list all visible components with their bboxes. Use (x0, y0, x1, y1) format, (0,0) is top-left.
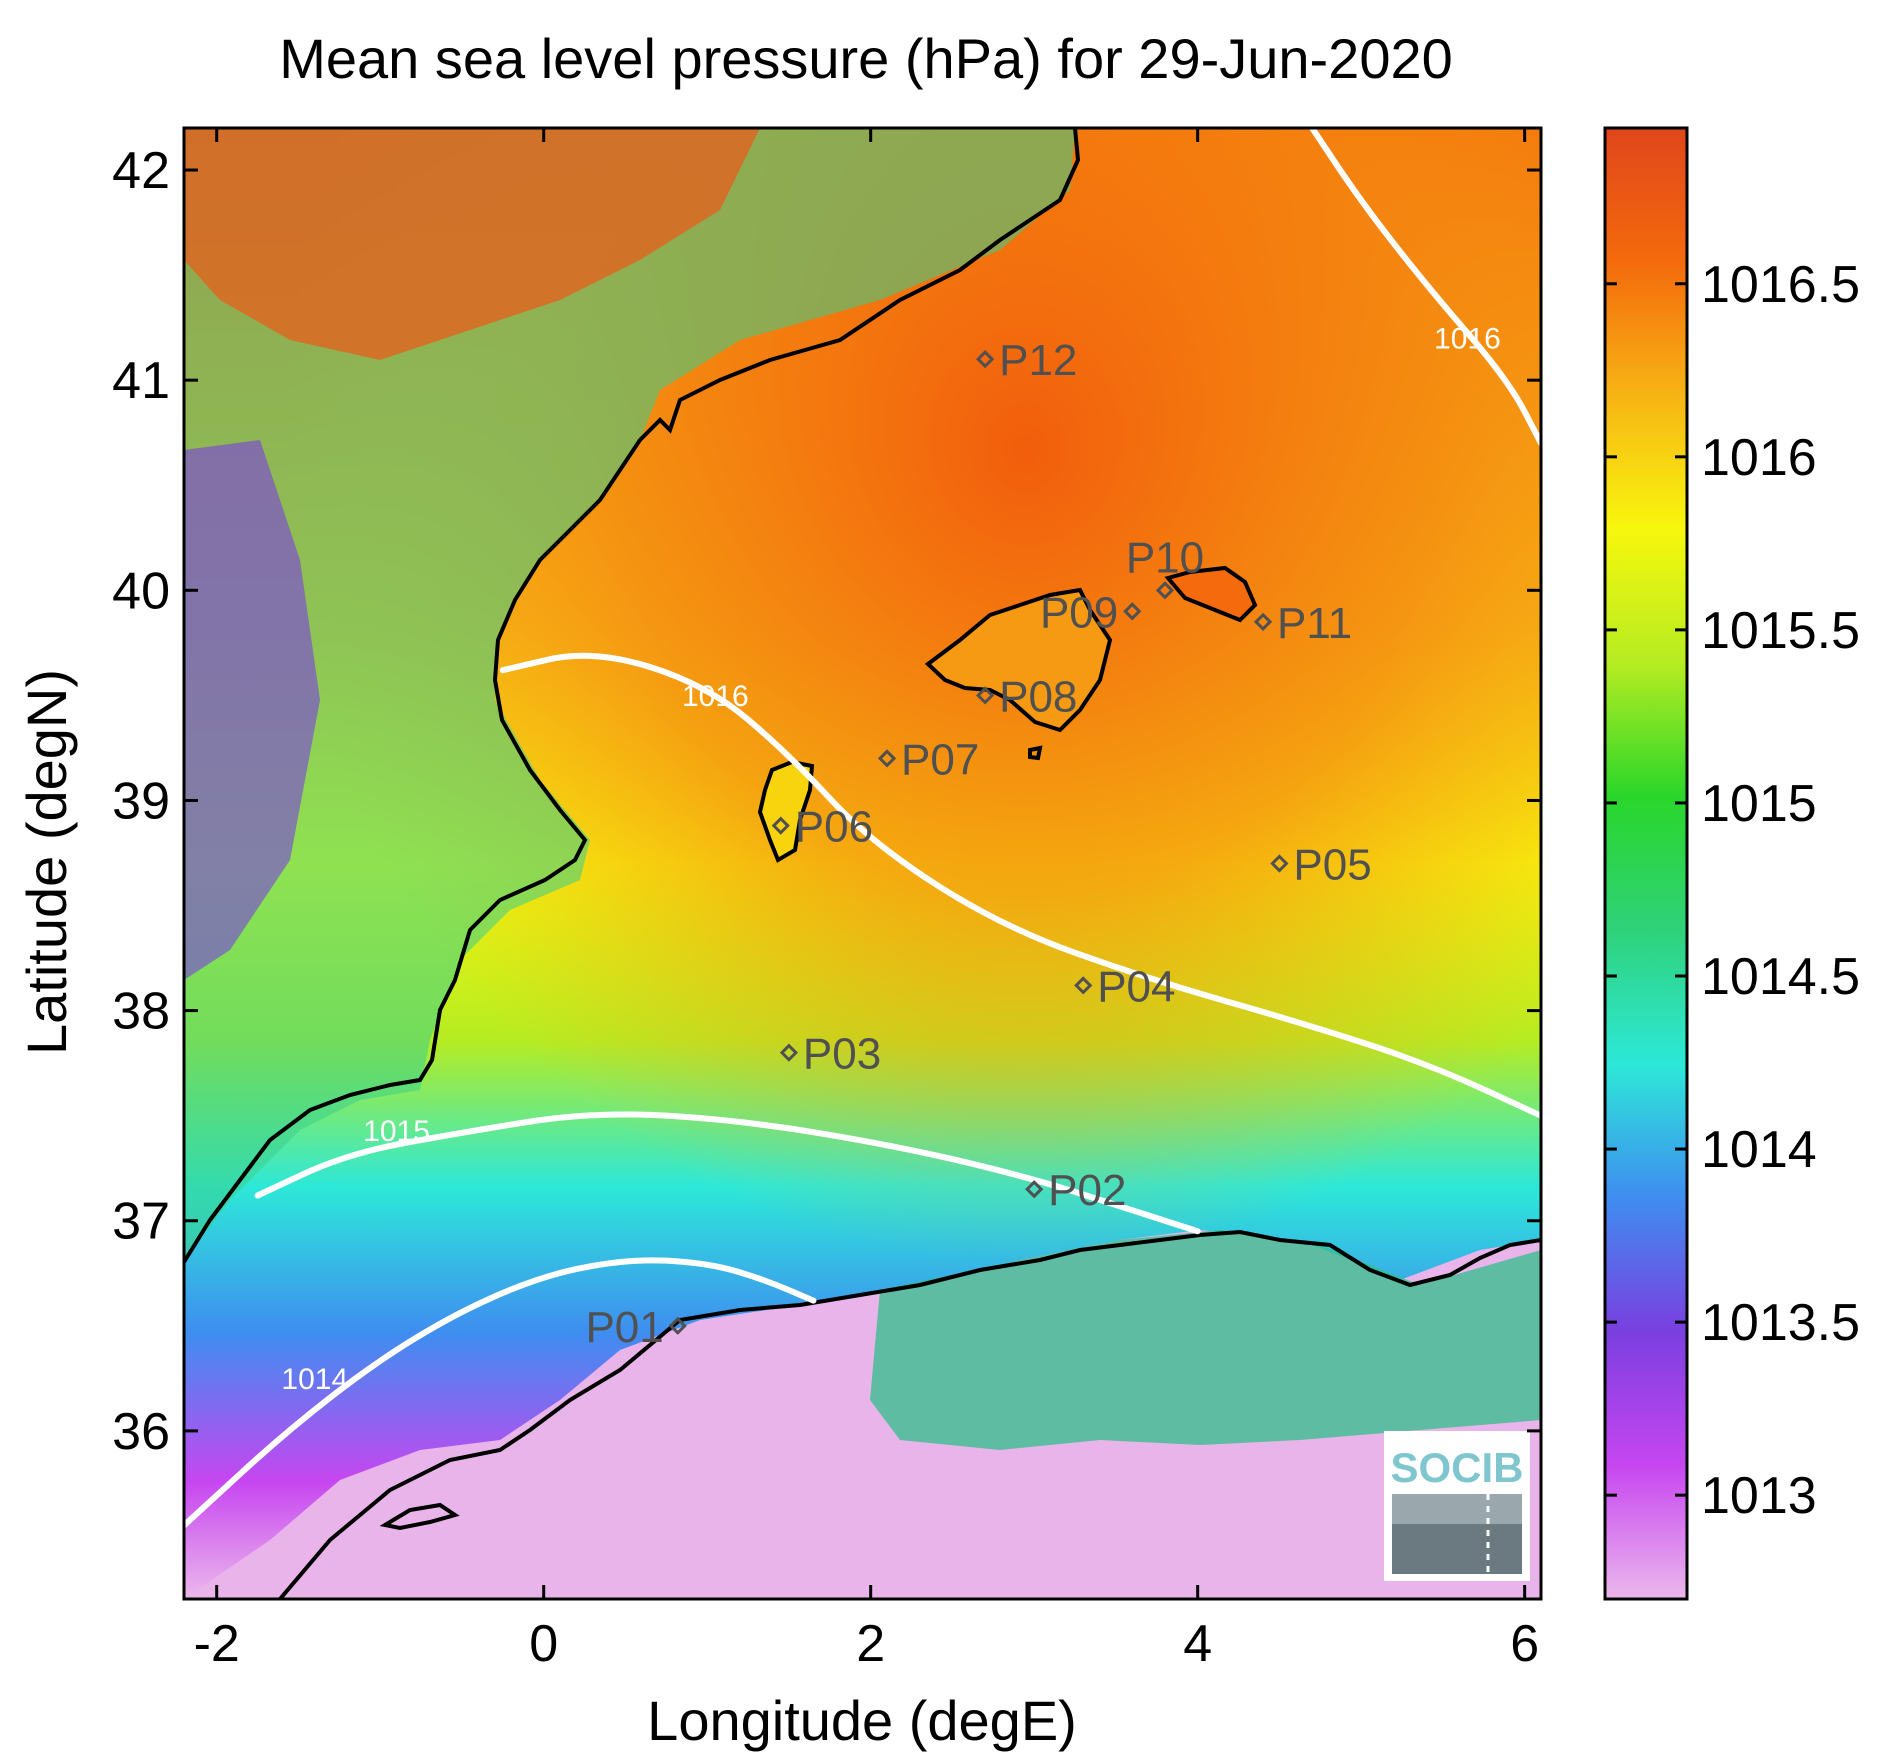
colorbar (1603, 126, 1689, 1601)
y-tick-label: 39 (112, 772, 170, 830)
y-tick-label: 41 (112, 352, 170, 410)
x-tick-label: 0 (529, 1615, 558, 1673)
colorbar-ticks: 1013 1013.5 1014 1014.5 1015 1015.5 1016 1016.5 (1605, 256, 1860, 1525)
isobar-layer: 1014 1015 1016 1016 (184, 128, 1541, 1529)
station-marker (668, 1316, 687, 1335)
station-label: P09 (1040, 588, 1118, 637)
colorbar-tick-label: 1015.5 (1701, 602, 1860, 660)
x-tick-label: 6 (1510, 1615, 1539, 1673)
station-marker (975, 686, 995, 705)
station-label: P10 (1126, 533, 1204, 582)
island-cabrera (1028, 745, 1043, 761)
y-tick-label: 40 (112, 562, 170, 620)
y-tick-label: 36 (112, 1403, 170, 1461)
coastline-island-africa-lake (379, 1502, 460, 1531)
island-menorca (1164, 565, 1258, 623)
isobar-label: 1016 (1434, 323, 1501, 356)
station-marker (877, 749, 897, 768)
colorbar-tick-label: 1015 (1701, 775, 1817, 833)
socib-logo-text: SOCIB (1390, 1444, 1523, 1491)
station-label: P04 (1097, 962, 1175, 1011)
colorbar-tick-label: 1016 (1701, 429, 1817, 487)
y-axis: 36 37 38 39 40 41 42 (112, 142, 1541, 1461)
isobar-line (254, 1111, 1201, 1235)
station-marker (779, 1043, 799, 1062)
colorbar-tick-label: 1013 (1701, 1467, 1817, 1525)
island-ibiza (757, 759, 815, 863)
station-label: P01 (585, 1303, 663, 1352)
station-label: P05 (1293, 841, 1371, 890)
station-label: P08 (999, 672, 1077, 721)
station-label: P11 (1277, 599, 1352, 648)
x-tick-label: 4 (1183, 1615, 1212, 1673)
x-tick-label: 2 (856, 1615, 885, 1673)
coastline-north-africa (278, 1229, 1541, 1599)
x-tick-label: -2 (194, 1615, 240, 1673)
station-marker (1253, 612, 1273, 631)
station-marker (1025, 1180, 1044, 1199)
x-axis: -2 0 2 4 6 (194, 128, 1539, 1673)
station-marker (1074, 976, 1093, 995)
coastline-iberia (184, 128, 1081, 1264)
station-marker (1123, 602, 1142, 621)
isobar-line (1309, 128, 1541, 447)
colorbar-tick-label: 1014 (1701, 1121, 1817, 1179)
station-marker (1155, 581, 1175, 600)
land-atlas-coast (870, 1230, 1541, 1450)
land-highlands-north (184, 128, 760, 360)
station-label: P12 (999, 336, 1077, 385)
socib-logo: SOCIB (1384, 1431, 1530, 1581)
land-iberia (184, 128, 1075, 1260)
station-label: P07 (901, 735, 979, 784)
station-label: P02 (1048, 1166, 1126, 1215)
colorbar-tick-label: 1016.5 (1701, 256, 1860, 314)
figure-title: Mean sea level pressure (hPa) for 29-Jun… (279, 27, 1453, 90)
plot-frame (182, 126, 1543, 1601)
y-tick-label: 38 (112, 983, 170, 1041)
isobar-label: 1016 (682, 680, 749, 713)
y-axis-title: Latitude (degN) (15, 669, 78, 1055)
isobar-line (499, 652, 1541, 1119)
land-uplands-west (184, 440, 320, 980)
x-axis-title: Longitude (degE) (647, 1689, 1077, 1752)
y-tick-label: 42 (112, 142, 170, 200)
station-label: P03 (803, 1030, 881, 1079)
isobar-label: 1015 (363, 1115, 430, 1148)
isobar-label: 1014 (281, 1363, 348, 1396)
colorbar-tick-label: 1013.5 (1701, 1294, 1860, 1352)
station-label: P06 (795, 803, 873, 852)
isobar-line (184, 1257, 817, 1529)
station-marker (1270, 854, 1289, 873)
station-marker (975, 350, 995, 369)
island-mallorca (924, 587, 1113, 733)
colorbar-tick-label: 1014.5 (1701, 948, 1860, 1006)
y-tick-label: 37 (112, 1193, 170, 1251)
station-marker (771, 816, 790, 835)
